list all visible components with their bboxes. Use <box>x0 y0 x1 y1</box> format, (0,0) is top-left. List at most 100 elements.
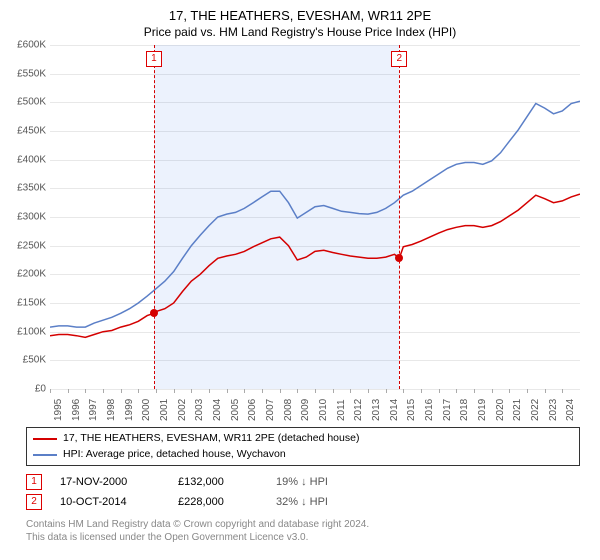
x-axis-labels: 1995 1996 1997 1998 1999 2000 2001 2002 2003 2004… <box>50 389 580 423</box>
sale-marker-index: 2 <box>391 51 407 67</box>
x-tick <box>562 389 563 393</box>
y-tick-label: £50K <box>23 355 46 366</box>
x-tick-label: 2013 <box>371 399 382 421</box>
x-tick-label: 2024 <box>565 399 576 421</box>
y-tick-label: £350K <box>17 183 46 194</box>
sale-marker-index: 1 <box>146 51 162 67</box>
x-tick-label: 1996 <box>71 399 82 421</box>
sale-index: 1 <box>26 474 42 490</box>
chart-area: £0£50K£100K£150K£200K£250K£300K£350K£400… <box>50 45 580 389</box>
x-tick <box>439 389 440 393</box>
x-tick-label: 2007 <box>265 399 276 421</box>
x-tick-label: 2008 <box>283 399 294 421</box>
y-tick-label: £600K <box>17 39 46 50</box>
x-tick <box>50 389 51 393</box>
x-tick <box>191 389 192 393</box>
x-tick <box>492 389 493 393</box>
sale-index: 2 <box>26 494 42 510</box>
x-tick-label: 2019 <box>477 399 488 421</box>
sale-vs-hpi: 19% ↓ HPI <box>276 476 328 488</box>
chart-title: 17, THE HEATHERS, EVESHAM, WR11 2PE <box>10 8 590 25</box>
y-tick-label: £550K <box>17 68 46 79</box>
x-tick-label: 1997 <box>88 399 99 421</box>
x-tick-label: 1999 <box>124 399 135 421</box>
x-tick <box>315 389 316 393</box>
sale-date: 17-NOV-2000 <box>60 476 160 488</box>
sales-table: 1 17-NOV-2000 £132,000 19% ↓ HPI 2 10-OCT-201… <box>26 472 580 512</box>
line-series <box>50 45 580 389</box>
x-tick-label: 2015 <box>406 399 417 421</box>
x-tick <box>368 389 369 393</box>
x-tick-label: 2020 <box>495 399 506 421</box>
y-tick-label: £300K <box>17 211 46 222</box>
x-tick <box>121 389 122 393</box>
x-tick <box>456 389 457 393</box>
x-tick-label: 2005 <box>230 399 241 421</box>
footer-line-1: Contains HM Land Registry data © Crown c… <box>26 518 580 531</box>
y-tick-label: £250K <box>17 240 46 251</box>
x-tick <box>227 389 228 393</box>
footer-line-2: This data is licensed under the Open Gov… <box>26 531 580 544</box>
footer-attribution: Contains HM Land Registry data © Crown c… <box>26 518 580 544</box>
x-tick-label: 2004 <box>212 399 223 421</box>
sale-marker-line <box>399 45 400 389</box>
sale-vs-hpi: 32% ↓ HPI <box>276 496 328 508</box>
x-tick-label: 2016 <box>424 399 435 421</box>
x-tick <box>297 389 298 393</box>
y-tick-label: £100K <box>17 326 46 337</box>
y-tick-label: £400K <box>17 154 46 165</box>
sale-row: 1 17-NOV-2000 £132,000 19% ↓ HPI <box>26 472 580 492</box>
x-tick <box>474 389 475 393</box>
x-tick-label: 1998 <box>106 399 117 421</box>
x-tick-label: 2012 <box>353 399 364 421</box>
series-line <box>50 101 580 327</box>
x-tick-label: 2011 <box>336 399 347 421</box>
sale-price: £228,000 <box>178 496 258 508</box>
x-tick <box>262 389 263 393</box>
y-tick-label: £450K <box>17 125 46 136</box>
x-tick-label: 2018 <box>459 399 470 421</box>
x-tick-label: 2009 <box>300 399 311 421</box>
legend-label: HPI: Average price, detached house, Wych… <box>63 447 286 463</box>
x-tick-label: 2002 <box>177 399 188 421</box>
legend-item: 17, THE HEATHERS, EVESHAM, WR11 2PE (det… <box>33 431 573 447</box>
x-tick-label: 1995 <box>53 399 64 421</box>
x-tick-label: 2000 <box>141 399 152 421</box>
x-tick <box>527 389 528 393</box>
x-tick <box>545 389 546 393</box>
y-tick-label: £150K <box>17 297 46 308</box>
x-tick <box>421 389 422 393</box>
x-tick <box>280 389 281 393</box>
x-tick-label: 2022 <box>530 399 541 421</box>
y-tick-label: £500K <box>17 97 46 108</box>
x-tick <box>333 389 334 393</box>
x-tick-label: 2001 <box>159 399 170 421</box>
x-tick-label: 2023 <box>548 399 559 421</box>
x-tick-label: 2003 <box>194 399 205 421</box>
x-tick <box>103 389 104 393</box>
sale-marker-line <box>154 45 155 389</box>
x-tick <box>244 389 245 393</box>
sale-marker-dot <box>150 309 158 317</box>
x-tick-label: 2010 <box>318 399 329 421</box>
sale-row: 2 10-OCT-2014 £228,000 32% ↓ HPI <box>26 492 580 512</box>
x-tick <box>68 389 69 393</box>
x-tick <box>350 389 351 393</box>
x-tick <box>209 389 210 393</box>
x-tick <box>403 389 404 393</box>
sale-date: 10-OCT-2014 <box>60 496 160 508</box>
legend-swatch <box>33 438 57 440</box>
x-tick <box>138 389 139 393</box>
x-tick-label: 2006 <box>247 399 258 421</box>
x-tick-label: 2017 <box>442 399 453 421</box>
x-tick <box>174 389 175 393</box>
sale-marker-dot <box>395 254 403 262</box>
sale-price: £132,000 <box>178 476 258 488</box>
x-tick <box>509 389 510 393</box>
y-tick-label: £0 <box>35 383 46 394</box>
x-tick-label: 2014 <box>389 399 400 421</box>
x-tick-label: 2021 <box>512 399 523 421</box>
y-tick-label: £200K <box>17 269 46 280</box>
legend-item: HPI: Average price, detached house, Wych… <box>33 447 573 463</box>
legend-label: 17, THE HEATHERS, EVESHAM, WR11 2PE (det… <box>63 431 359 447</box>
